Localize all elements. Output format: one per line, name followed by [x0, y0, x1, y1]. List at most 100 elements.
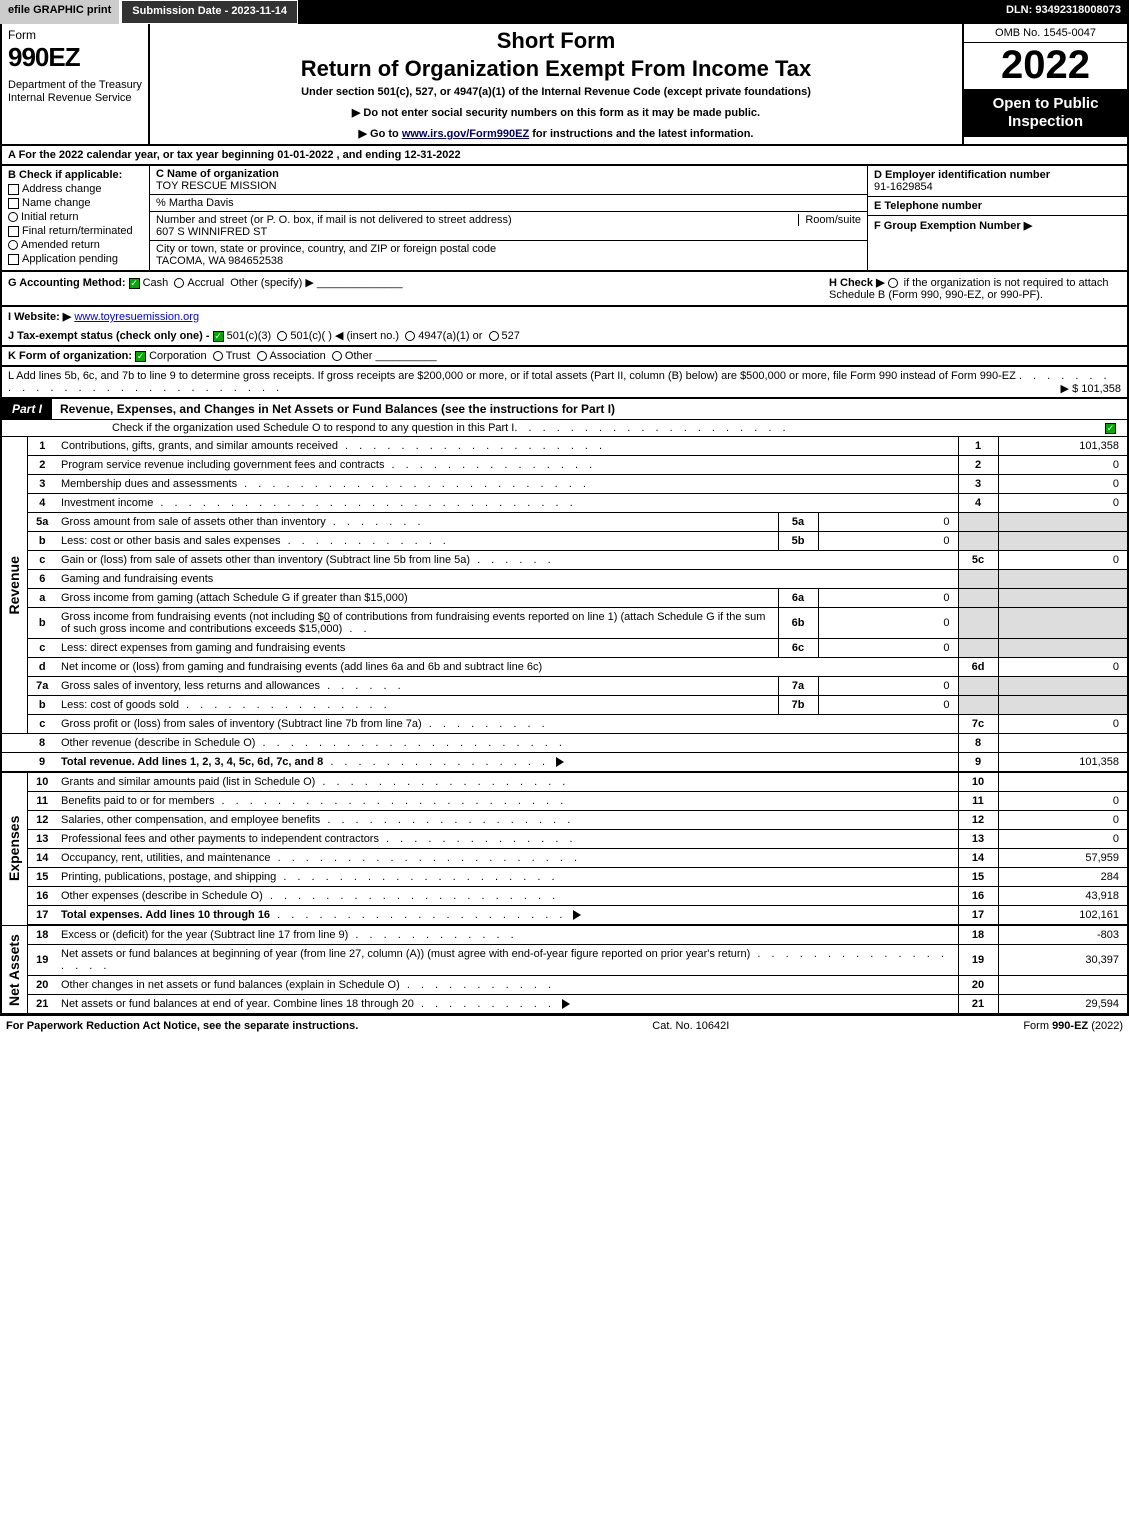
line-label: Occupancy, rent, utilities, and maintena…	[61, 852, 271, 864]
chk-application-pending[interactable]: Application pending	[8, 253, 143, 265]
tax-year: 2022	[964, 43, 1127, 89]
box-val: 0	[998, 456, 1128, 475]
expenses-side-label: Expenses	[1, 772, 27, 925]
box-val: 30,397	[998, 945, 1128, 976]
mid-val: 0	[818, 677, 958, 696]
line-label: Program service revenue including govern…	[61, 459, 384, 471]
line-num: 18	[27, 925, 57, 945]
i-label: I Website: ▶	[8, 311, 71, 323]
box-shade	[998, 570, 1128, 589]
city-value: TACOMA, WA 984652538	[156, 255, 283, 267]
street-value: 607 S WINNIFRED ST	[156, 226, 267, 238]
line-label: Gross income from fundraising events (no…	[61, 611, 324, 623]
box-shade	[998, 608, 1128, 639]
line-num: 21	[27, 995, 57, 1015]
mid-num: 6c	[778, 639, 818, 658]
chk-other[interactable]	[332, 351, 342, 361]
g-label: G Accounting Method:	[8, 277, 126, 289]
e-label: E Telephone number	[874, 200, 982, 212]
website-link[interactable]: www.toyresuemission.org	[74, 311, 199, 323]
part1-sub: Check if the organization used Schedule …	[0, 420, 1129, 437]
revenue-side-label: Revenue	[1, 437, 27, 734]
line-label: Gross sales of inventory, less returns a…	[61, 680, 320, 692]
mid-num: 6a	[778, 589, 818, 608]
box-num: 8	[958, 734, 998, 753]
form-number: 990EZ	[8, 42, 142, 73]
block-bc-def: B Check if applicable: Address change Na…	[0, 166, 1129, 272]
line-label: Gaming and fundraising events	[61, 573, 213, 585]
chk-name-change[interactable]: Name change	[8, 197, 143, 209]
section-a: A For the 2022 calendar year, or tax yea…	[0, 146, 1129, 166]
opt-corp: Corporation	[149, 350, 206, 362]
chk-501c3[interactable]	[213, 331, 224, 342]
chk-final-return[interactable]: Final return/terminated	[8, 225, 143, 237]
line-num: 13	[27, 830, 57, 849]
box-num: 15	[958, 868, 998, 887]
box-num: 12	[958, 811, 998, 830]
box-val	[998, 772, 1128, 792]
chk-assoc[interactable]	[257, 351, 267, 361]
title-block: Short Form Return of Organization Exempt…	[150, 24, 962, 144]
efile-label[interactable]: efile GRAPHIC print	[0, 0, 121, 24]
chk-trust[interactable]	[213, 351, 223, 361]
chk-corp[interactable]	[135, 351, 146, 362]
line-label: Gain or (loss) from sale of assets other…	[61, 554, 470, 566]
mid-num: 7a	[778, 677, 818, 696]
line-2: 2 Program service revenue including gove…	[1, 456, 1128, 475]
line-5c: c Gain or (loss) from sale of assets oth…	[1, 551, 1128, 570]
box-num: 13	[958, 830, 998, 849]
box-num: 5c	[958, 551, 998, 570]
row-gh: G Accounting Method: Cash Accrual Other …	[0, 272, 1129, 307]
box-num: 9	[958, 753, 998, 773]
footer-left: For Paperwork Reduction Act Notice, see …	[6, 1020, 358, 1032]
column-c: C Name of organization TOY RESCUE MISSIO…	[150, 166, 867, 270]
d-ein-row: D Employer identification number 91-1629…	[868, 166, 1127, 197]
open-to-public: Open to Public Inspection	[964, 89, 1127, 137]
box-val: 43,918	[998, 887, 1128, 906]
lines-table: Revenue 1 Contributions, gifts, grants, …	[0, 437, 1129, 1015]
city-row: City or town, state or province, country…	[150, 241, 867, 269]
right-header: OMB No. 1545-0047 2022 Open to Public In…	[962, 24, 1127, 144]
line-num: 5a	[27, 513, 57, 532]
chk-cash[interactable]	[129, 278, 140, 289]
line-6c: c Less: direct expenses from gaming and …	[1, 639, 1128, 658]
mid-val: 0	[818, 513, 958, 532]
line-8: 8 Other revenue (describe in Schedule O)…	[1, 734, 1128, 753]
footer: For Paperwork Reduction Act Notice, see …	[0, 1015, 1129, 1032]
box-num: 20	[958, 976, 998, 995]
chk-initial-return[interactable]: Initial return	[8, 211, 143, 223]
column-def: D Employer identification number 91-1629…	[867, 166, 1127, 270]
chk-schedule-o[interactable]	[1105, 423, 1116, 434]
f-label: F Group Exemption Number ▶	[874, 220, 1032, 232]
chk-address-change[interactable]: Address change	[8, 183, 143, 195]
chk-501c[interactable]	[277, 331, 287, 341]
line-num: c	[27, 639, 57, 658]
line-20: 20 Other changes in net assets or fund b…	[1, 976, 1128, 995]
address-row: Number and street (or P. O. box, if mail…	[150, 212, 867, 241]
irs-label: Internal Revenue Service	[8, 92, 142, 104]
line-11: 11 Benefits paid to or for members . . .…	[1, 792, 1128, 811]
mid-val: 0	[818, 608, 958, 639]
footer-cat: Cat. No. 10642I	[358, 1020, 1023, 1032]
h-check: H Check ▶ if the organization is not req…	[821, 276, 1121, 301]
line-7b: b Less: cost of goods sold . . . . . . .…	[1, 696, 1128, 715]
box-shade	[958, 570, 998, 589]
chk-h[interactable]	[888, 278, 898, 288]
header-row: Form 990EZ Department of the Treasury In…	[0, 24, 1129, 146]
org-name: TOY RESCUE MISSION	[156, 180, 277, 192]
line-3: 3 Membership dues and assessments . . . …	[1, 475, 1128, 494]
dept-treasury: Department of the Treasury	[8, 79, 142, 92]
chk-4947[interactable]	[405, 331, 415, 341]
submission-date: Submission Date - 2023-11-14	[121, 0, 298, 24]
line-label: Gross profit or (loss) from sales of inv…	[61, 718, 422, 730]
opt-527: 527	[502, 330, 520, 342]
chk-amended-return[interactable]: Amended return	[8, 239, 143, 251]
line-label: Less: cost or other basis and sales expe…	[61, 535, 281, 547]
chk-527[interactable]	[489, 331, 499, 341]
room-label: Room/suite	[798, 214, 861, 226]
chk-accrual[interactable]	[174, 278, 184, 288]
g-accounting: G Accounting Method: Cash Accrual Other …	[8, 276, 821, 301]
j-label: J Tax-exempt status (check only one) -	[8, 330, 210, 342]
omb-number: OMB No. 1545-0047	[964, 24, 1127, 43]
irs-link[interactable]: www.irs.gov/Form990EZ	[402, 128, 529, 140]
